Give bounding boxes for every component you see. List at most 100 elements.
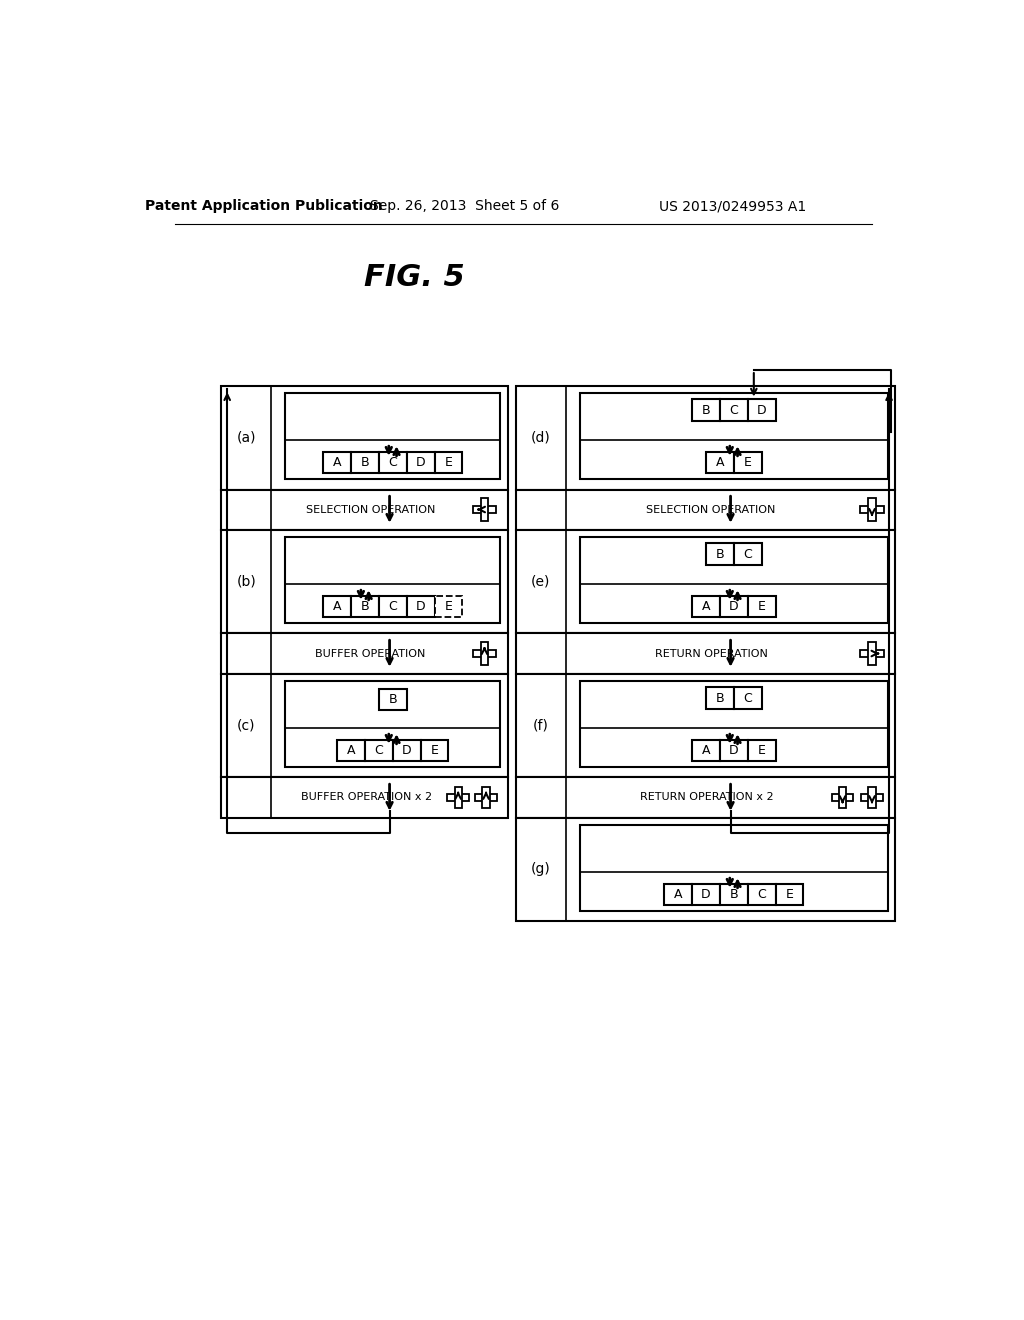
Bar	[455, 787, 462, 808]
Text: E: E	[444, 601, 453, 612]
Text: (g): (g)	[530, 862, 551, 876]
Bar	[323, 595, 351, 618]
Bar	[720, 595, 748, 618]
Bar	[482, 787, 489, 808]
Bar	[868, 642, 876, 665]
Text: BUFFER OPERATION x 2: BUFFER OPERATION x 2	[301, 792, 432, 803]
Text: C: C	[743, 548, 752, 561]
Bar	[733, 451, 762, 474]
Text: D: D	[416, 455, 425, 469]
Text: (d): (d)	[530, 430, 551, 445]
Bar	[286, 537, 500, 623]
Text: C: C	[388, 601, 397, 612]
Text: A: A	[674, 888, 682, 902]
Bar	[861, 793, 883, 801]
Bar	[860, 649, 884, 657]
Bar	[351, 595, 379, 618]
Bar	[692, 739, 720, 762]
Bar	[692, 400, 720, 421]
Text: D: D	[416, 601, 425, 612]
Bar	[515, 634, 895, 673]
Bar	[515, 490, 895, 529]
Text: D: D	[729, 601, 738, 612]
Bar	[286, 393, 500, 479]
Bar	[580, 681, 888, 767]
Text: A: A	[701, 601, 710, 612]
Text: C: C	[375, 744, 383, 758]
Text: D: D	[401, 744, 412, 758]
Bar	[447, 793, 469, 801]
Bar	[473, 506, 497, 513]
Bar	[434, 595, 463, 618]
Bar	[392, 739, 421, 762]
Text: B: B	[360, 601, 369, 612]
Bar	[365, 739, 392, 762]
Bar	[221, 490, 508, 529]
Text: B: B	[716, 692, 724, 705]
Bar	[720, 400, 748, 421]
Text: (a): (a)	[237, 430, 256, 445]
Bar	[868, 787, 876, 808]
Bar	[379, 451, 407, 474]
Bar	[720, 739, 748, 762]
Bar	[775, 884, 804, 906]
Bar	[351, 451, 379, 474]
Bar	[831, 793, 853, 801]
Bar	[475, 793, 497, 801]
Bar	[664, 884, 692, 906]
Bar	[706, 544, 733, 565]
Bar	[515, 673, 895, 777]
Text: B: B	[360, 455, 369, 469]
Text: (c): (c)	[237, 718, 255, 733]
Text: BUFFER OPERATION: BUFFER OPERATION	[315, 648, 425, 659]
Text: E: E	[758, 601, 766, 612]
Bar	[480, 498, 488, 521]
Text: SELECTION OPERATION: SELECTION OPERATION	[305, 504, 435, 515]
Text: C: C	[729, 404, 738, 417]
Text: E: E	[444, 455, 453, 469]
Bar	[286, 681, 500, 767]
Bar	[221, 673, 508, 777]
Bar	[748, 739, 775, 762]
Text: D: D	[701, 888, 711, 902]
Bar	[515, 385, 895, 490]
Text: B: B	[388, 693, 397, 706]
Bar	[748, 400, 775, 421]
Text: A: A	[333, 455, 341, 469]
Text: E: E	[430, 744, 438, 758]
Text: B: B	[716, 548, 724, 561]
Bar	[733, 688, 762, 709]
Text: B: B	[729, 888, 738, 902]
Bar	[580, 825, 888, 911]
Text: A: A	[333, 601, 341, 612]
Bar	[337, 739, 365, 762]
Bar	[221, 385, 508, 490]
Bar	[692, 884, 720, 906]
Text: Sep. 26, 2013  Sheet 5 of 6: Sep. 26, 2013 Sheet 5 of 6	[371, 199, 560, 213]
Text: Patent Application Publication: Patent Application Publication	[144, 199, 383, 213]
Text: E: E	[743, 455, 752, 469]
Text: D: D	[729, 744, 738, 758]
Text: (b): (b)	[237, 574, 256, 589]
Text: (e): (e)	[531, 574, 550, 589]
Bar	[473, 649, 497, 657]
Text: D: D	[757, 404, 766, 417]
Bar	[515, 777, 895, 817]
Text: E: E	[758, 744, 766, 758]
Bar	[706, 688, 733, 709]
Bar	[480, 642, 488, 665]
Text: A: A	[346, 744, 355, 758]
Bar	[733, 544, 762, 565]
Text: SELECTION OPERATION: SELECTION OPERATION	[646, 504, 776, 515]
Bar	[421, 739, 449, 762]
Bar	[323, 451, 351, 474]
Text: (f): (f)	[532, 718, 549, 733]
Text: C: C	[388, 455, 397, 469]
Bar	[515, 529, 895, 634]
Bar	[580, 537, 888, 623]
Text: FIG. 5: FIG. 5	[365, 263, 465, 292]
Bar	[407, 451, 434, 474]
Bar	[748, 595, 775, 618]
Bar	[379, 689, 407, 710]
Bar	[407, 595, 434, 618]
